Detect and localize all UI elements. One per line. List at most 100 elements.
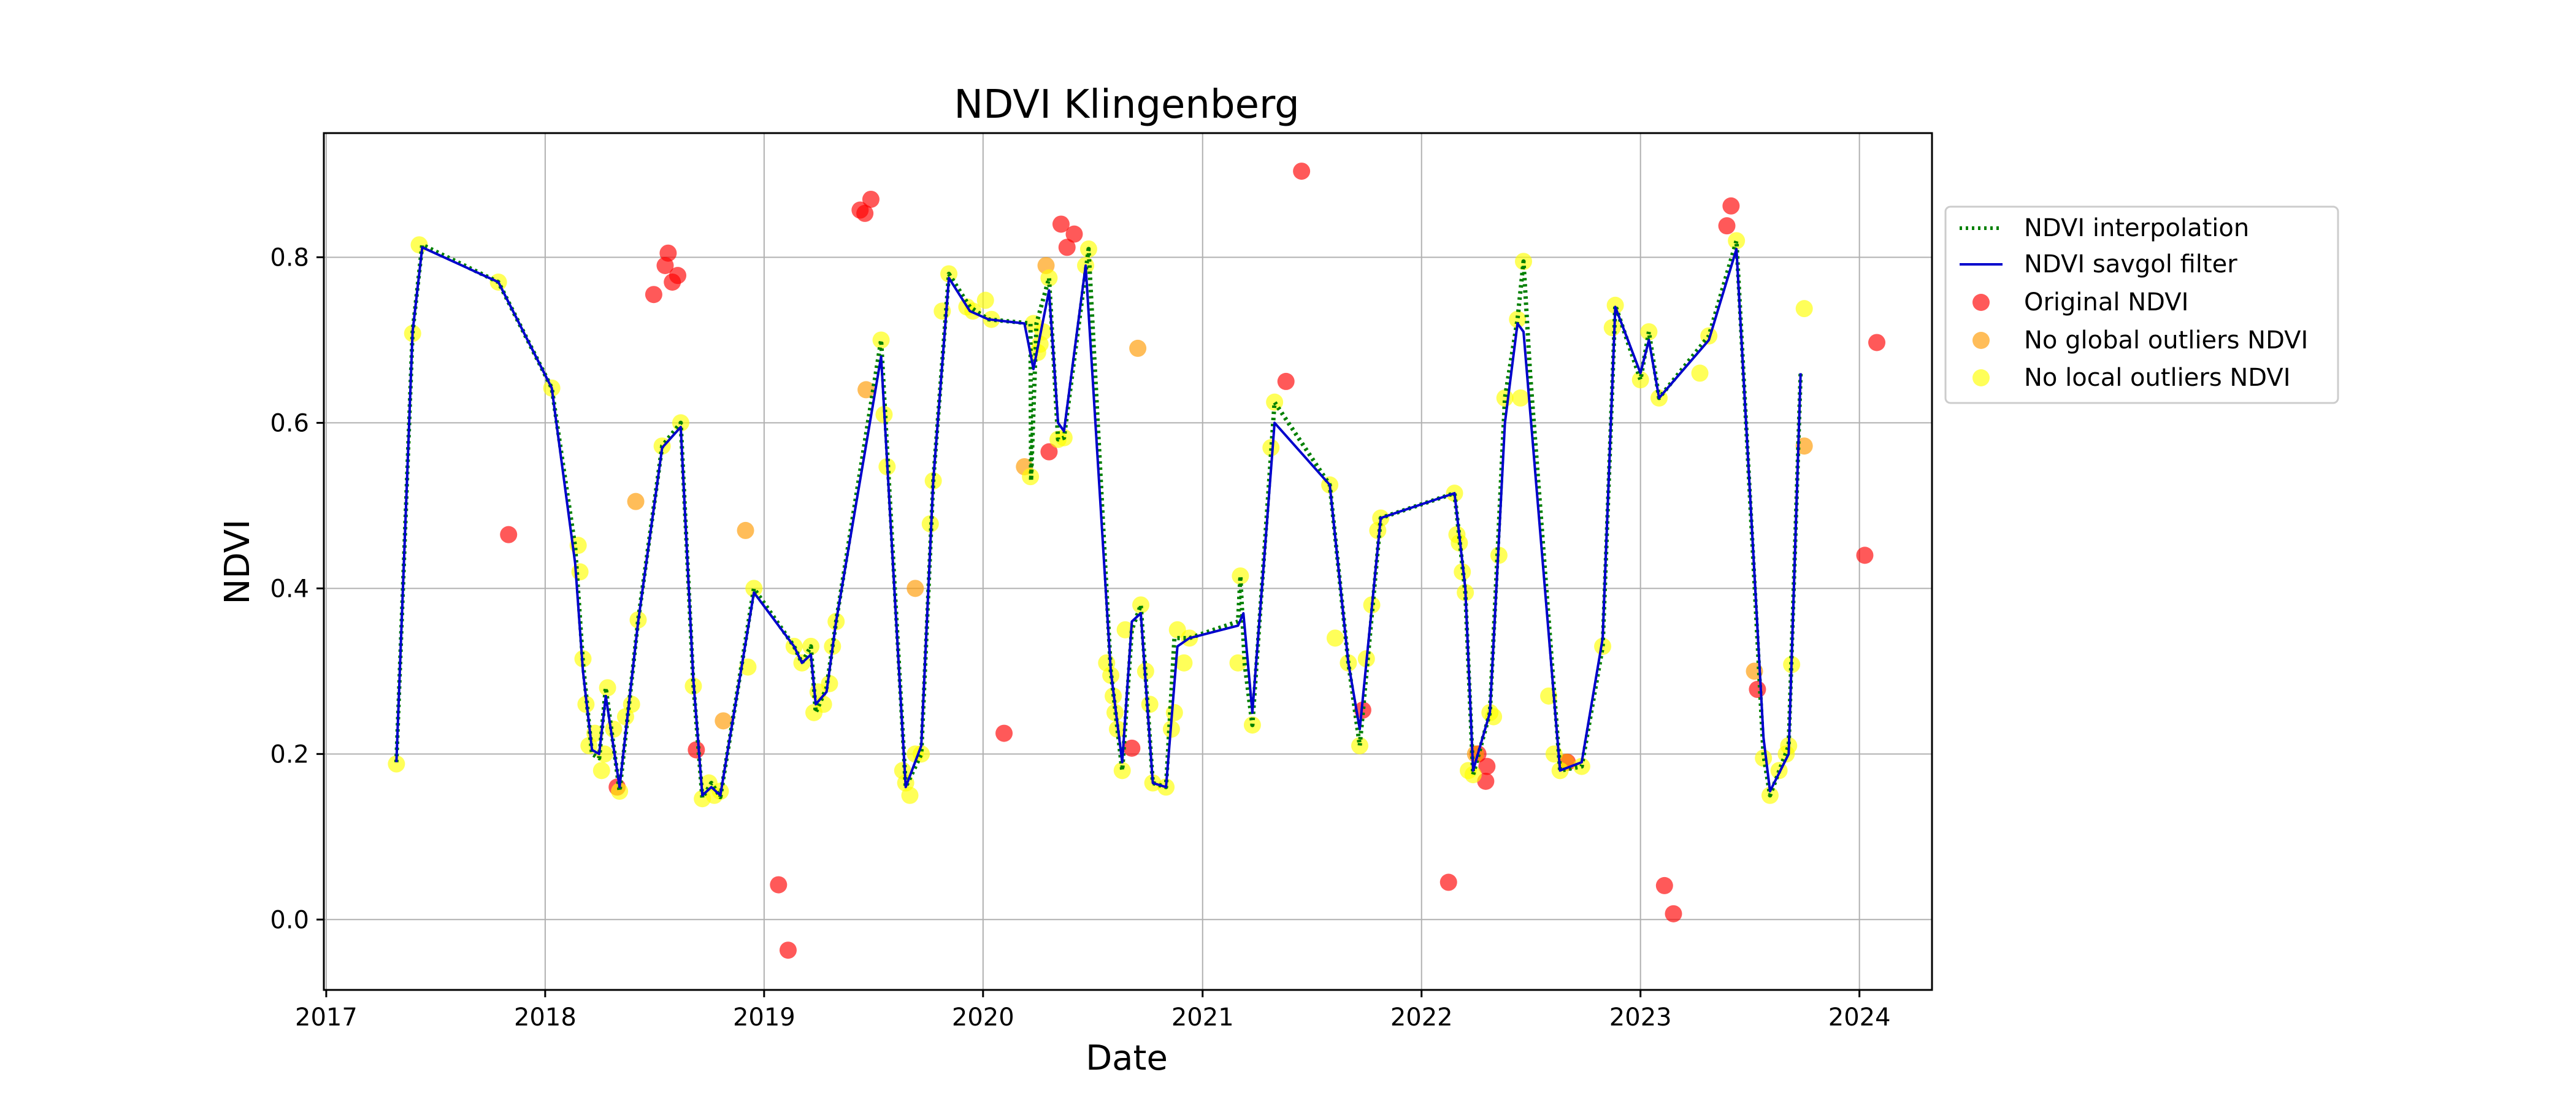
- grid-lines: [324, 133, 1932, 990]
- local-outlier-free-point: [1116, 621, 1134, 638]
- original-ndvi-point: [1040, 443, 1058, 461]
- y-axis: 0.0 0.2 0.4 0.6 0.8: [270, 243, 324, 934]
- local-outlier-free-point: [976, 291, 994, 309]
- global-outlier-free-point: [627, 493, 645, 510]
- legend-local-marker: [1972, 369, 1990, 386]
- local-outlier-free-point: [623, 696, 640, 713]
- local-outlier-free-point: [1606, 296, 1624, 314]
- original-ndvi-point: [1058, 239, 1076, 256]
- legend-label-savgol: NDVI savgol filter: [2024, 250, 2237, 278]
- y-axis-title: NDVI: [218, 519, 258, 605]
- local-outlier-free-point: [1266, 393, 1284, 411]
- local-outlier-free-point: [1640, 323, 1658, 340]
- x-tick-label: 2024: [1828, 1003, 1891, 1032]
- original-ndvi-point: [995, 724, 1013, 742]
- local-outlier-free-point: [1603, 319, 1621, 337]
- local-outlier-free-point: [599, 679, 616, 697]
- local-outlier-free-point: [1229, 654, 1247, 672]
- original-ndvi-point: [1655, 876, 1673, 894]
- y-tick-label: 0.2: [270, 740, 309, 769]
- legend-label-original: Original NDVI: [2024, 288, 2188, 316]
- savgol-line: [395, 246, 1802, 797]
- y-tick-label: 0.6: [270, 409, 309, 437]
- local-outlier-free-point: [1691, 364, 1709, 382]
- legend-label-local: No local outliers NDVI: [2024, 364, 2291, 392]
- original-ndvi-point: [659, 244, 677, 262]
- original-ndvi-point: [770, 876, 788, 894]
- legend-box: [1944, 205, 2339, 404]
- local-outlier-free-point: [605, 720, 623, 738]
- local-outlier-free-point: [1509, 310, 1527, 328]
- plot-frame: [323, 132, 1933, 991]
- local-outlier-free-point: [1512, 389, 1530, 407]
- local-outlier-free-point: [1631, 371, 1649, 389]
- original-ndvi-point: [862, 190, 880, 208]
- local-outlier-free-point: [388, 755, 405, 773]
- x-axis-title: Date: [1086, 1038, 1168, 1078]
- interpolation-line: [394, 239, 1803, 800]
- original-ndvi-point: [1749, 681, 1766, 699]
- local-outlier-free-point: [1232, 567, 1249, 585]
- original-ndvi-point: [1052, 215, 1070, 233]
- local-outlier-free-point: [1132, 596, 1150, 614]
- local-outlier-free-point: [1795, 300, 1813, 318]
- original-ndvi-point: [645, 286, 662, 304]
- y-tick-label: 0.0: [270, 906, 309, 934]
- x-axis: 2017 2018 2019 2020 2021 2022 2023 2024: [295, 990, 1891, 1032]
- plot-content: [388, 163, 1886, 959]
- local-outlier-free-point: [1464, 766, 1482, 784]
- legend: NDVI interpolation NDVI savgol filter Or…: [1944, 205, 2339, 404]
- global-outlier-free-point: [1129, 339, 1147, 357]
- legend-global-marker: [1972, 332, 1990, 349]
- x-tick-label: 2023: [1609, 1003, 1672, 1032]
- local-outlier-free-point: [933, 302, 951, 320]
- local-outlier-free-point: [1496, 389, 1514, 407]
- local-outlier-free-point: [1040, 269, 1058, 287]
- x-tick-label: 2017: [295, 1003, 358, 1032]
- x-tick-label: 2020: [952, 1003, 1014, 1032]
- original-ndvi-point: [1722, 197, 1740, 215]
- y-tick-label: 0.4: [270, 575, 309, 603]
- local-outlier-free-point: [410, 236, 428, 254]
- original-ndvi-point: [1718, 217, 1736, 235]
- local-outlier-free-point: [1594, 637, 1612, 655]
- x-tick-label: 2018: [514, 1003, 577, 1032]
- original-ndvi-point: [1293, 163, 1311, 180]
- original-ndvi-point: [1665, 905, 1682, 922]
- original-ndvi-point: [1439, 873, 1457, 891]
- y-tick-label: 0.8: [270, 243, 309, 272]
- x-tick-label: 2019: [733, 1003, 795, 1032]
- original-ndvi-point: [669, 267, 687, 285]
- original-ndvi-point: [1065, 225, 1083, 243]
- local-outlier-free-point: [1326, 629, 1344, 647]
- global-outlier-free-point: [907, 580, 924, 597]
- original-ndvi-point: [500, 526, 518, 543]
- local-outlier-free-point: [592, 762, 610, 780]
- original-ndvi-point: [1277, 372, 1295, 390]
- local-outlier-free-point: [571, 563, 589, 581]
- local-outlier-free-point: [745, 580, 763, 597]
- global-outlier-free-point: [737, 521, 754, 539]
- local-outlier-free-point: [1113, 762, 1131, 780]
- local-outlier-free-point: [1755, 749, 1773, 767]
- original-ndvi-point: [688, 741, 705, 759]
- x-tick-label: 2022: [1390, 1003, 1453, 1032]
- original-ndvi-point: [1123, 739, 1141, 757]
- original-ndvi-point: [1478, 757, 1496, 775]
- original-ndvi-point: [1856, 546, 1874, 564]
- local-outlier-free-point: [611, 783, 629, 800]
- original-ndvi-point: [779, 941, 797, 959]
- local-outlier-free-point: [1175, 654, 1193, 672]
- original-ndvi-point: [1868, 334, 1886, 351]
- global-outlier-free-point: [715, 712, 732, 730]
- chart-title: NDVI Klingenberg: [954, 82, 1300, 128]
- global-outlier-free-point: [857, 381, 875, 399]
- local-outlier-free-point: [901, 786, 919, 804]
- original-ndvi-point: [856, 204, 874, 222]
- local-outlier-free-point: [1351, 737, 1368, 754]
- x-tick-label: 2021: [1171, 1003, 1234, 1032]
- legend-original-marker: [1972, 294, 1990, 311]
- legend-label-global: No global outliers NDVI: [2024, 326, 2308, 355]
- original-ndvi-point: [1477, 772, 1495, 790]
